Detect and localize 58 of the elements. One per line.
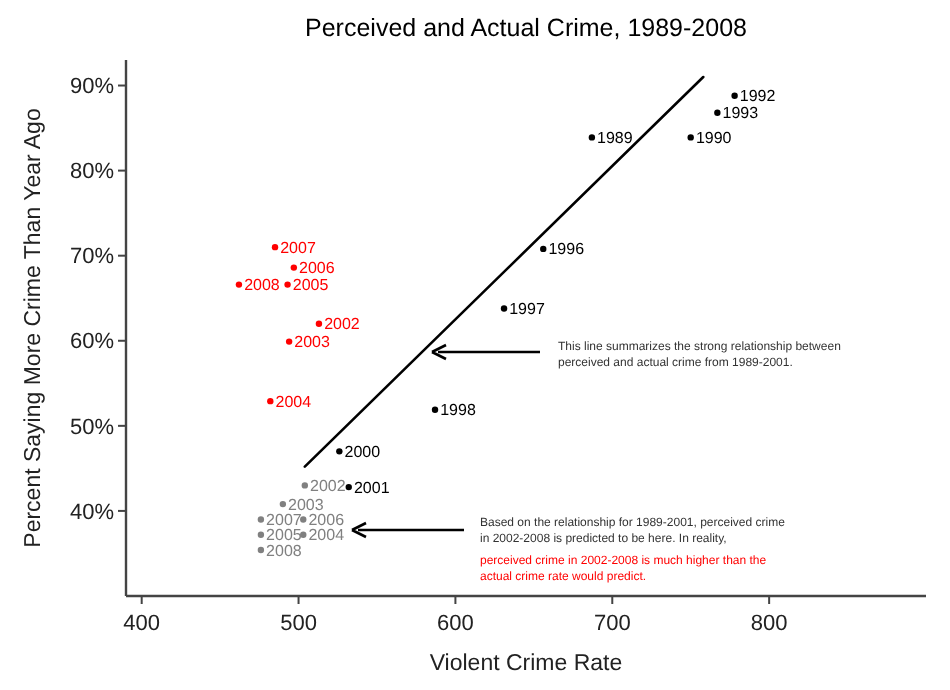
annotation: 2007 (266, 511, 303, 530)
point (290, 264, 298, 271)
x-tick-label: 700 (593, 612, 631, 636)
point (284, 281, 291, 288)
annotation: 1996 (548, 240, 586, 259)
point (588, 134, 596, 141)
x-tick-label: 600 (437, 612, 474, 636)
y-tick-label: 40% (69, 500, 115, 525)
point (301, 482, 309, 489)
annotation: 2005 (266, 526, 303, 545)
x-tick-label: 400 (123, 612, 161, 636)
y-tick-label: 90% (69, 75, 115, 100)
point (345, 483, 352, 491)
annotation: 2008 (266, 541, 303, 560)
annotation: 1992 (739, 87, 777, 106)
annotation: 1993 (722, 104, 760, 123)
y-tick-label: 50% (69, 415, 115, 440)
annotation: 2002 (324, 315, 361, 334)
point (257, 531, 265, 538)
point (540, 245, 547, 253)
point (431, 406, 439, 413)
point (257, 546, 265, 554)
annotation: 2008 (244, 276, 281, 295)
point (267, 397, 274, 405)
annotation: 2004 (275, 392, 313, 411)
annotation: 2007 (280, 238, 317, 257)
point (257, 516, 265, 523)
annotation: 1997 (509, 300, 546, 319)
annotation: 2003 (288, 495, 325, 514)
annotation: 2004 (308, 526, 346, 545)
x-axis-title: Violent Crime Rate (429, 652, 623, 676)
annotation: 1998 (440, 401, 477, 420)
annotation: 2002 (310, 477, 347, 495)
x-tick-label: 800 (750, 612, 788, 636)
point (714, 109, 721, 116)
y-axis-title: Percent Saying More Crime Than Year Ago (22, 108, 46, 548)
y-tick-label: 80% (69, 160, 115, 185)
x-tick-label: 500 (280, 612, 317, 636)
point (336, 448, 343, 455)
chart-title: Perceived and Actual Crime, 1989-2008 (305, 14, 748, 42)
y-tick-label: 60% (69, 330, 115, 355)
point (315, 320, 323, 327)
annotation: 2000 (344, 442, 382, 461)
annotation: 2006 (308, 511, 346, 530)
annotation: 2003 (294, 333, 332, 352)
point (279, 500, 287, 508)
annotation: 1990 (695, 129, 733, 148)
point (687, 134, 694, 141)
annotation: 2006 (299, 259, 336, 278)
annotation: 2005 (292, 276, 330, 295)
point (731, 92, 738, 99)
point (235, 281, 243, 288)
point (271, 243, 279, 251)
y-tick-label: 70% (69, 245, 115, 270)
point (500, 305, 508, 312)
annotation: 2001 (353, 478, 391, 497)
annotation: 1989 (597, 129, 634, 148)
point (285, 338, 293, 345)
